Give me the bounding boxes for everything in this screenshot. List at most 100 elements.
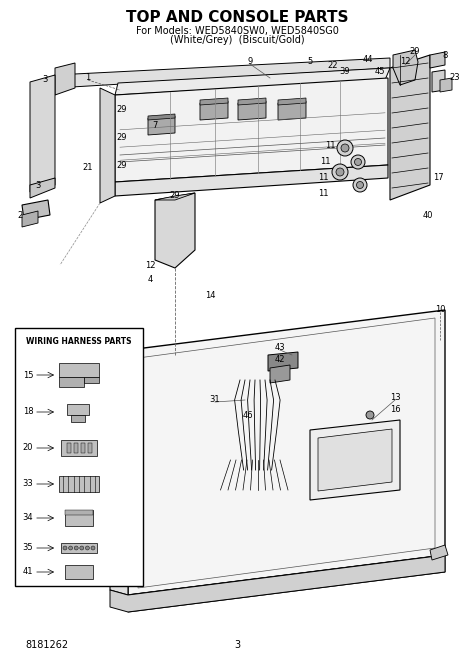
Polygon shape (148, 116, 175, 135)
Text: 29: 29 (117, 133, 127, 143)
Polygon shape (200, 98, 228, 105)
Text: 3: 3 (234, 640, 240, 650)
Bar (15, 328, 143, 586)
Text: 17: 17 (433, 173, 443, 182)
Polygon shape (59, 377, 84, 387)
Text: 11: 11 (318, 188, 328, 198)
Polygon shape (155, 193, 195, 200)
Polygon shape (155, 193, 195, 268)
Polygon shape (278, 101, 306, 120)
Bar (81, 443, 85, 453)
Text: 11: 11 (318, 173, 328, 182)
Text: 1: 1 (85, 73, 91, 82)
Text: 40: 40 (423, 211, 433, 220)
Text: 11: 11 (325, 141, 335, 150)
Text: 34: 34 (23, 513, 33, 523)
Text: 35: 35 (23, 543, 33, 553)
Text: 8: 8 (442, 50, 447, 60)
Polygon shape (200, 101, 228, 120)
Polygon shape (67, 404, 89, 415)
Text: 12: 12 (400, 58, 410, 67)
Text: 44: 44 (363, 56, 373, 65)
Text: 18: 18 (23, 407, 33, 417)
Polygon shape (393, 50, 418, 85)
Polygon shape (430, 545, 448, 560)
Polygon shape (61, 440, 97, 456)
Text: 20: 20 (23, 443, 33, 453)
Text: 2: 2 (18, 211, 23, 220)
Polygon shape (55, 58, 390, 88)
Polygon shape (318, 429, 392, 491)
Circle shape (332, 164, 348, 180)
Circle shape (69, 546, 73, 550)
Bar (74, 443, 78, 453)
Circle shape (351, 155, 365, 169)
Circle shape (353, 178, 367, 192)
Polygon shape (310, 420, 400, 500)
Text: 41: 41 (23, 568, 33, 576)
Polygon shape (268, 352, 298, 371)
Text: 23: 23 (450, 73, 460, 82)
Polygon shape (238, 101, 266, 120)
Text: 21: 21 (83, 164, 93, 173)
Bar (88, 443, 92, 453)
Text: 33: 33 (23, 479, 33, 489)
Polygon shape (440, 78, 452, 92)
Text: 15: 15 (23, 371, 33, 379)
Text: 42: 42 (275, 356, 285, 364)
Text: 5: 5 (307, 58, 313, 67)
Text: 14: 14 (205, 290, 215, 300)
Circle shape (80, 546, 84, 550)
Text: For Models: WED5840SW0, WED5840SG0: For Models: WED5840SW0, WED5840SG0 (136, 26, 338, 36)
Polygon shape (128, 310, 445, 595)
Polygon shape (430, 52, 445, 68)
Text: (White/Grey)  (Biscuit/Gold): (White/Grey) (Biscuit/Gold) (170, 35, 304, 45)
Circle shape (85, 546, 90, 550)
Text: 31: 31 (210, 396, 220, 405)
Polygon shape (61, 543, 97, 553)
Text: 7: 7 (152, 120, 158, 129)
Polygon shape (100, 88, 115, 203)
Text: WIRING HARNESS PARTS: WIRING HARNESS PARTS (26, 337, 132, 347)
Polygon shape (115, 78, 388, 182)
Text: 45: 45 (375, 67, 385, 77)
Polygon shape (390, 55, 430, 200)
Bar (67, 443, 71, 453)
Polygon shape (432, 70, 445, 92)
Text: 4: 4 (147, 275, 153, 284)
Polygon shape (115, 165, 388, 196)
Text: 3: 3 (42, 75, 48, 84)
Circle shape (74, 546, 78, 550)
Text: 13: 13 (390, 394, 401, 402)
Circle shape (337, 140, 353, 156)
Circle shape (366, 411, 374, 419)
Circle shape (91, 546, 95, 550)
Text: 11: 11 (320, 158, 330, 167)
Polygon shape (55, 63, 75, 95)
Polygon shape (65, 510, 93, 515)
Polygon shape (115, 68, 390, 95)
Text: 29: 29 (170, 190, 180, 199)
Circle shape (356, 182, 364, 188)
Polygon shape (65, 565, 93, 579)
Polygon shape (148, 114, 175, 120)
Polygon shape (30, 75, 55, 192)
Polygon shape (270, 365, 290, 383)
Text: 9: 9 (247, 58, 253, 67)
Polygon shape (59, 363, 99, 377)
Polygon shape (110, 345, 128, 595)
Polygon shape (22, 211, 38, 227)
Polygon shape (59, 476, 99, 492)
Circle shape (63, 546, 67, 550)
Text: 29: 29 (117, 160, 127, 169)
Text: 39: 39 (340, 67, 350, 77)
Polygon shape (110, 555, 445, 612)
Text: 16: 16 (390, 405, 401, 415)
Text: 46: 46 (243, 411, 253, 419)
Polygon shape (278, 98, 306, 105)
Circle shape (341, 144, 349, 152)
Text: 10: 10 (435, 305, 445, 315)
Circle shape (355, 158, 362, 165)
Text: 12: 12 (145, 260, 155, 269)
Circle shape (336, 168, 344, 176)
